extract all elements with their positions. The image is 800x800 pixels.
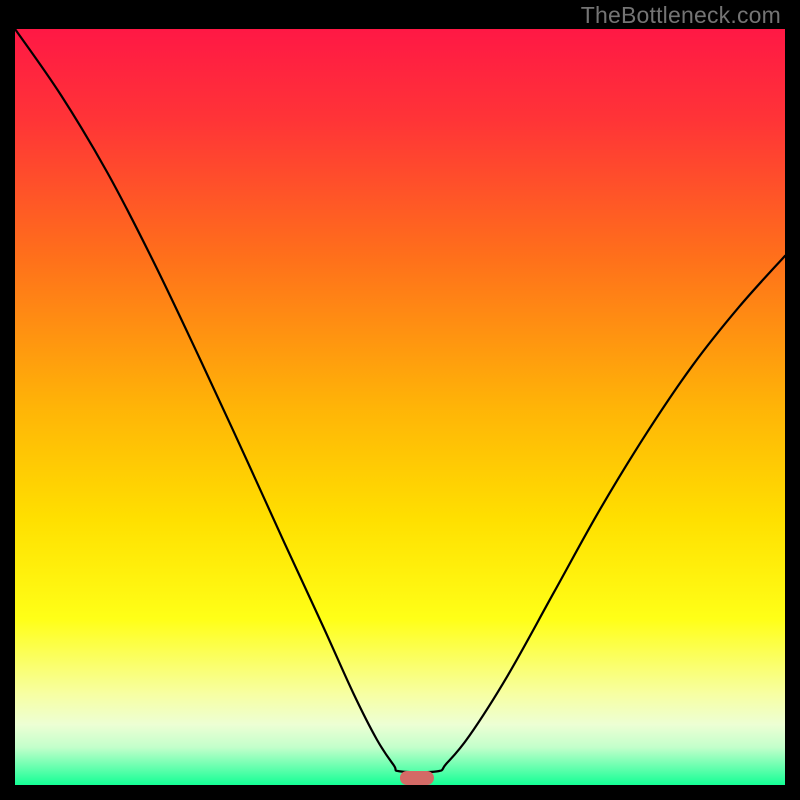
plot-area bbox=[15, 29, 785, 785]
watermark-text: TheBottleneck.com bbox=[581, 2, 781, 29]
heat-gradient-background bbox=[15, 29, 785, 785]
